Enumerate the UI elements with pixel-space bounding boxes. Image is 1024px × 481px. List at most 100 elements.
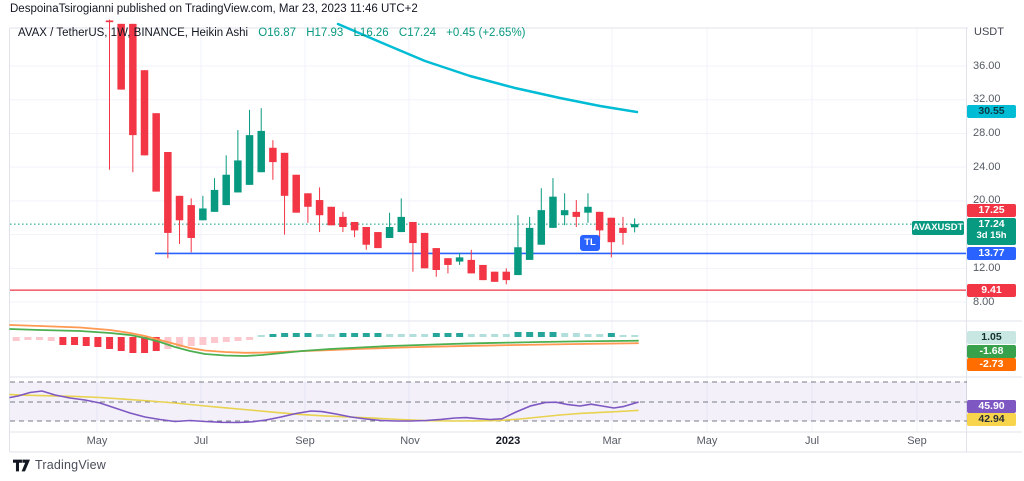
trendline	[336, 22, 639, 114]
macd-histogram-bar	[537, 332, 545, 337]
candle-body	[607, 217, 616, 243]
stoch-k-line	[9, 390, 639, 424]
macd-histogram-bar	[304, 333, 312, 337]
macd-histogram-bar	[269, 334, 277, 337]
candle-body	[584, 206, 592, 213]
price-tick-label: 12.00	[973, 261, 1001, 274]
macd-histogram-bar	[549, 332, 557, 337]
macd-histogram-bar	[246, 337, 254, 340]
macd-histogram-bar	[421, 334, 429, 337]
price-tick-label: 32.00	[973, 93, 1001, 106]
candle-body	[350, 221, 359, 231]
macd-histogram-bar	[234, 337, 242, 341]
countdown-text: 3d 15h	[976, 229, 1007, 241]
candle-body	[210, 189, 219, 212]
macd-histogram-bar	[94, 337, 102, 347]
tradingview-watermark[interactable]: TradingView	[13, 458, 106, 472]
macd-histogram-bar	[12, 337, 20, 341]
macd-histogram-bar	[199, 337, 207, 345]
macd-histogram-bar	[479, 334, 487, 337]
candle-body	[152, 113, 160, 192]
candle-body	[362, 227, 370, 245]
macd-histogram-bar	[24, 337, 32, 340]
price-tick-label: 20.00	[973, 194, 1001, 207]
time-tick-label: Sep	[907, 435, 927, 447]
stoch-d-line	[9, 393, 639, 422]
candle-body	[105, 20, 114, 23]
level-price-tag-1725: 17.25	[967, 204, 1016, 217]
attribution-text: DespoinaTsirogianni published on Trading…	[10, 3, 418, 15]
candle-body	[525, 227, 534, 260]
macd-histogram-bar	[502, 334, 510, 337]
macd-histogram-bar	[362, 333, 370, 337]
macd-histogram-bar	[631, 335, 639, 337]
macd-histogram-bar	[409, 334, 417, 337]
tradingview-brand-text: TradingView	[35, 458, 106, 472]
candle-body	[502, 271, 511, 281]
candle-body	[385, 227, 394, 238]
time-tick-label: 2023	[495, 435, 521, 447]
candle-body	[444, 258, 452, 265]
candle-body	[490, 271, 499, 282]
candle-body	[175, 195, 184, 221]
macd-histogram-bar	[397, 334, 405, 337]
time-tick-label: Sep	[295, 435, 315, 447]
candle-body	[455, 257, 464, 262]
macd-histogram-bar	[59, 337, 67, 345]
stoch-d-tag: 42.94	[967, 412, 1016, 426]
symbol-title[interactable]: AVAX / TetherUS, 1W, BINANCE, Heikin Ash…	[18, 27, 249, 39]
time-tick-label: May	[86, 435, 108, 447]
candle-body	[187, 205, 195, 238]
candle-body	[129, 23, 137, 136]
price-tick-label: 24.00	[973, 160, 1001, 173]
time-tick-label: Jul	[804, 435, 820, 447]
macd-histogram-bar	[71, 337, 79, 345]
macd-histogram-bar	[47, 337, 55, 341]
candle-body	[432, 248, 441, 271]
macd-histogram-bar	[456, 333, 464, 337]
macd-histogram-bar	[187, 337, 195, 346]
candle-body	[327, 206, 335, 226]
candle-body	[549, 196, 557, 228]
macd-histogram-bar	[211, 337, 219, 343]
macd-histogram-bar	[386, 334, 394, 337]
time-tick-label: Mar	[602, 435, 622, 447]
macd-histogram-bar	[561, 333, 569, 337]
macd-histogram-bar	[152, 337, 160, 351]
chart-legend[interactable]: AVAX / TetherUS, 1W, BINANCE, Heikin Ash…	[18, 27, 526, 39]
macd-histogram-bar	[281, 333, 289, 337]
macd-histogram-bar	[514, 332, 522, 337]
macd-histogram-bar	[141, 337, 149, 353]
macd-histogram-bar	[444, 333, 452, 337]
macd-histogram-bar	[467, 334, 475, 337]
macd-histogram-bar	[117, 337, 125, 351]
candle-body	[117, 23, 125, 90]
time-tick-label: May	[696, 435, 718, 447]
macd-signal-line	[9, 324, 639, 354]
candle-body	[467, 259, 476, 274]
candle-body	[397, 216, 405, 233]
symbol-marker-tag: AVAXUSDT	[912, 221, 964, 235]
ohlc-high: H17.93	[306, 27, 344, 39]
macd-histogram-bar	[619, 335, 627, 337]
trendline-badge[interactable]: TL	[580, 235, 600, 251]
macd-histogram-bar	[106, 337, 114, 349]
ohlc-low: L16.26	[353, 27, 389, 39]
candle-body	[234, 160, 242, 193]
macd-histogram-bar	[596, 334, 604, 337]
macd-histogram-bar	[526, 332, 534, 337]
candle-body	[619, 227, 627, 233]
macd-histogram-bar	[374, 333, 382, 337]
macd-histogram-bar	[339, 333, 347, 337]
time-tick-label: Jul	[193, 435, 209, 447]
trendline-price-tag: 30.55	[967, 105, 1016, 118]
ohlc-open: O16.87	[258, 27, 297, 39]
macd-histogram-bar	[292, 333, 300, 337]
candle-body	[280, 152, 289, 196]
candle-body	[630, 224, 639, 228]
macd-histogram-bar	[572, 333, 580, 337]
candle-body	[315, 200, 324, 216]
ohlc-close: C17.24	[398, 27, 437, 39]
macd-hist-tag: 1.05	[967, 330, 1016, 344]
